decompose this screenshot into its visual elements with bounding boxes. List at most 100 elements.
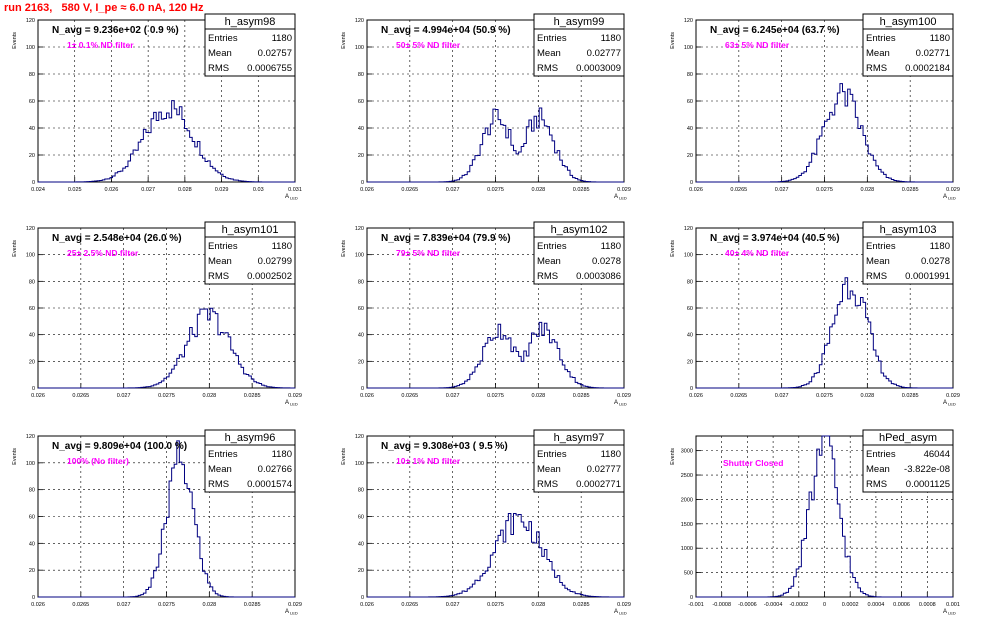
- histogram-panel-h_asym101: 0.026 0.0265 0.027 0.0275 0.028 0.0285 0.029 0 2…: [12, 221, 302, 407]
- histogram-line: [696, 435, 953, 598]
- y-tick-label: 0: [361, 386, 364, 392]
- x-axis-title-subscript: LED: [619, 196, 627, 201]
- y-tick-label: 100: [355, 45, 364, 51]
- y-tick-label: 120: [26, 18, 35, 24]
- x-tick-label: -0.0006: [738, 602, 757, 608]
- x-tick-label: 0.0285: [573, 393, 590, 399]
- filter-annotation: 40± 4% ND filter: [725, 248, 790, 258]
- stats-value: 1180: [601, 449, 621, 460]
- y-axis-title: Events: [341, 32, 347, 49]
- x-tick-label: -0.0004: [764, 602, 783, 608]
- y-tick-label: 2500: [681, 473, 693, 479]
- x-tick-label: 0.027: [446, 187, 460, 193]
- x-tick-label: 0.028: [531, 393, 545, 399]
- stats-label: RMS: [866, 479, 887, 490]
- x-tick-label: 0.027: [141, 187, 155, 193]
- stats-label: Entries: [537, 241, 567, 252]
- x-tick-label: 0.028: [860, 187, 874, 193]
- y-tick-label: 120: [355, 18, 364, 24]
- stats-box: [204, 13, 296, 77]
- y-tick-label: 500: [684, 571, 693, 577]
- y-axis-title: Events: [670, 32, 676, 49]
- histogram-name: h_asym101: [222, 224, 279, 236]
- x-tick-label: 0.0285: [244, 602, 261, 608]
- y-tick-label: 20: [29, 568, 35, 574]
- x-axis-title: A: [285, 400, 289, 406]
- stats-label: RMS: [537, 63, 558, 74]
- filter-annotation: Shutter Closed: [723, 458, 783, 468]
- stats-label: Mean: [537, 256, 561, 267]
- run-title: run 2163, 580 V, I_pe ≈ 6.0 nA, 120 Hz: [4, 2, 204, 14]
- stats-label: Mean: [208, 256, 232, 267]
- x-tick-label: 0.0002: [842, 602, 859, 608]
- y-tick-label: 40: [687, 333, 693, 339]
- y-tick-label: 1000: [681, 546, 693, 552]
- stats-value: 46044: [924, 449, 950, 460]
- stats-label: Entries: [866, 449, 896, 460]
- y-tick-label: 40: [358, 541, 364, 547]
- y-axis-title: Events: [670, 240, 676, 257]
- y-axis-title: Events: [341, 448, 347, 465]
- y-tick-label: 100: [26, 45, 35, 51]
- n-avg-headline: N_avg = 6.245e+04 (63.7 %): [710, 25, 840, 36]
- x-tick-label: 0.0275: [816, 187, 833, 193]
- y-tick-label: 100: [26, 461, 35, 467]
- stats-value: 0.0003009: [576, 63, 621, 74]
- y-axis-title: Events: [341, 240, 347, 257]
- n-avg-headline: N_avg = 9.308e+03 ( 9.5 %): [381, 441, 508, 452]
- x-tick-label: 0.026: [360, 187, 374, 193]
- x-tick-label: 0.0006: [893, 602, 910, 608]
- x-tick-label: 0.0275: [158, 393, 175, 399]
- y-tick-label: 40: [29, 541, 35, 547]
- x-tick-label: 0.027: [775, 187, 789, 193]
- n-avg-headline: N_avg = 9.236e+02 ( 0.9 %): [52, 25, 179, 36]
- n-avg-headline: N_avg = 9.809e+04 (100.0 %): [52, 441, 187, 452]
- y-tick-label: 40: [29, 126, 35, 132]
- x-tick-label: 0.026: [31, 602, 45, 608]
- x-tick-label: 0.031: [288, 187, 302, 193]
- histogram-panel-h_asym98: 0.024 0.025 0.026 0.027 0.028 0.029 0.03 0.031 0…: [12, 13, 302, 201]
- x-tick-label: 0.026: [360, 602, 374, 608]
- stats-box: [204, 429, 296, 493]
- x-tick-label: 0.026: [689, 393, 703, 399]
- x-tick-label: 0.024: [31, 187, 45, 193]
- y-tick-label: 60: [687, 306, 693, 312]
- x-tick-label: -0.0002: [789, 602, 808, 608]
- x-tick-label: 0.0004: [867, 602, 884, 608]
- histogram-line: [696, 277, 953, 389]
- x-axis-title: A: [943, 400, 947, 406]
- x-tick-label: 0.0285: [902, 187, 919, 193]
- y-tick-label: 120: [684, 18, 693, 24]
- stats-value: 0.02777: [587, 48, 621, 59]
- x-tick-label: 0.026: [31, 393, 45, 399]
- stats-label: RMS: [866, 63, 887, 74]
- stats-label: Entries: [208, 449, 238, 460]
- y-axis-title: Events: [670, 448, 676, 465]
- stats-label: RMS: [866, 271, 887, 282]
- stats-label: RMS: [537, 271, 558, 282]
- stats-label: Entries: [208, 33, 238, 44]
- histogram-name: h_asym98: [225, 16, 276, 28]
- y-axis-title: Events: [12, 448, 18, 465]
- histogram-name: h_asym99: [554, 16, 605, 28]
- filter-annotation: 79± 5% ND filter: [396, 248, 461, 258]
- y-tick-label: 20: [358, 568, 364, 574]
- y-tick-label: 120: [26, 226, 35, 232]
- stats-value: 0.0003086: [576, 271, 621, 282]
- histogram-name: h_asym103: [880, 224, 937, 236]
- x-tick-label: 0.026: [360, 393, 374, 399]
- stats-value: 1180: [930, 241, 950, 252]
- y-tick-label: 40: [687, 126, 693, 132]
- x-tick-label: 0.0275: [158, 602, 175, 608]
- stats-box: [862, 221, 954, 285]
- x-tick-label: 0.029: [946, 187, 960, 193]
- x-tick-label: 0.028: [531, 187, 545, 193]
- y-tick-label: 80: [29, 279, 35, 285]
- stats-label: RMS: [208, 479, 229, 490]
- x-tick-label: 0.027: [775, 393, 789, 399]
- x-tick-label: 0.026: [105, 187, 119, 193]
- x-tick-label: 0.028: [860, 393, 874, 399]
- x-axis-title-subscript: LED: [290, 611, 298, 616]
- x-tick-label: 0.027: [446, 602, 460, 608]
- x-tick-label: 0.0275: [487, 187, 504, 193]
